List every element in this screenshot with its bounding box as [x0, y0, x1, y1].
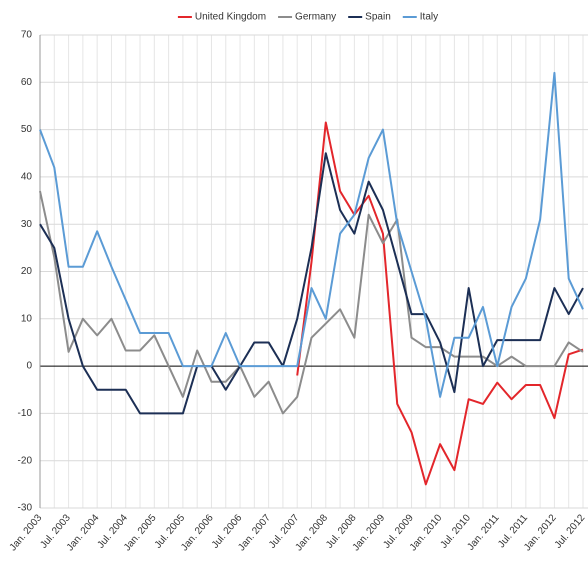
- series-line: [39, 71, 584, 398]
- x-tick-label: Jan. 2003: [8, 512, 45, 553]
- y-tick-label: 60: [21, 77, 33, 88]
- y-tick-label: 20: [21, 266, 33, 277]
- y-tick-label: 50: [21, 124, 33, 135]
- y-tick-label: 30: [21, 219, 33, 230]
- y-tick-label: -20: [18, 455, 33, 466]
- y-tick-label: 10: [21, 313, 33, 324]
- y-tick-label: 0: [26, 361, 32, 372]
- legend-label: Germany: [295, 12, 336, 23]
- y-tick-label: 40: [21, 172, 33, 183]
- legend-label: United Kingdom: [195, 12, 266, 23]
- y-tick-label: -30: [18, 503, 33, 514]
- legend-label: Italy: [420, 12, 438, 23]
- series-line: [296, 121, 584, 486]
- y-tick-label: -10: [18, 408, 33, 419]
- legend: United Kingdom Germany Spain Italy: [177, 12, 438, 23]
- legend-label: Spain: [365, 12, 391, 23]
- x-tick-label: Jul. 2012: [553, 512, 588, 550]
- series-line: [39, 190, 584, 415]
- y-tick-label: 70: [21, 30, 33, 41]
